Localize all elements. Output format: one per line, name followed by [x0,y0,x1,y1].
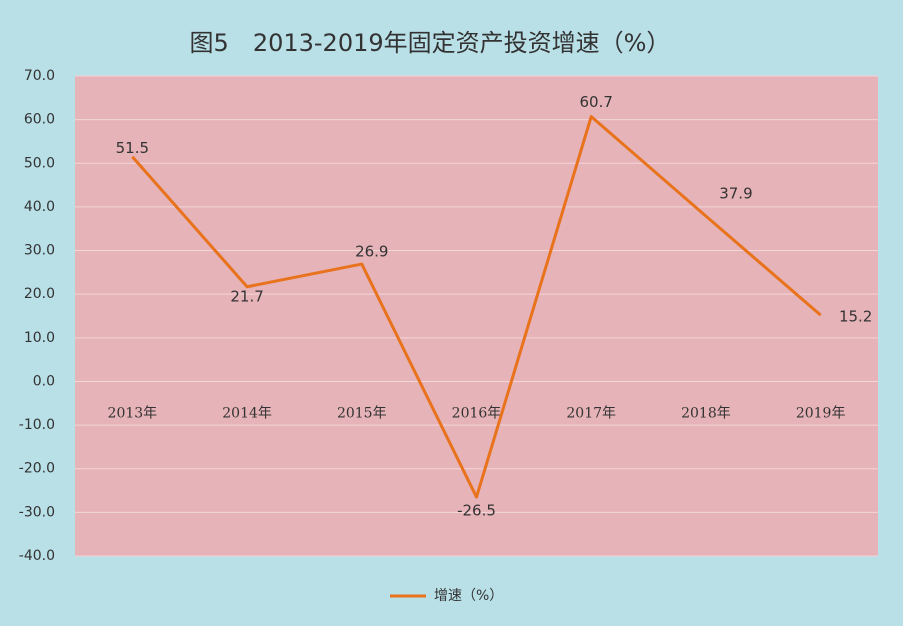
data-label: 15.2 [839,308,872,326]
x-tick-label: 2018年 [681,405,731,421]
x-tick-label: 2017年 [566,405,616,421]
data-label: 37.9 [719,185,752,203]
plot-area [75,76,878,556]
legend-label: 增速（%） [434,588,503,604]
y-tick-label: 30.0 [24,243,55,259]
y-tick-label: 10.0 [24,330,55,346]
y-tick-label: -10.0 [19,417,55,433]
y-tick-label: 20.0 [24,286,55,302]
y-tick-label: 60.0 [24,112,55,128]
chart-title: 图5 2013-2019年固定资产投资增速（%） [190,29,671,57]
y-tick-label: -20.0 [19,461,55,477]
data-label: 60.7 [580,93,613,111]
y-tick-label: 50.0 [24,155,55,171]
data-line [131,115,822,499]
y-tick-label: -30.0 [19,504,55,520]
x-tick-label: 2013年 [108,405,158,421]
data-label: -26.5 [457,502,496,520]
x-tick-label: 2016年 [452,405,502,421]
y-tick-label: -40.0 [19,548,55,564]
y-tick-label: 0.0 [33,373,55,389]
data-label: 26.9 [355,243,388,261]
x-tick-label: 2015年 [337,405,387,421]
y-tick-label: 40.0 [24,199,55,215]
y-tick-label: 70.0 [24,68,55,84]
data-label: 51.5 [116,139,149,157]
data-label: 21.7 [230,287,263,305]
x-tick-label: 2014年 [222,405,272,421]
x-tick-label: 2019年 [796,405,846,421]
